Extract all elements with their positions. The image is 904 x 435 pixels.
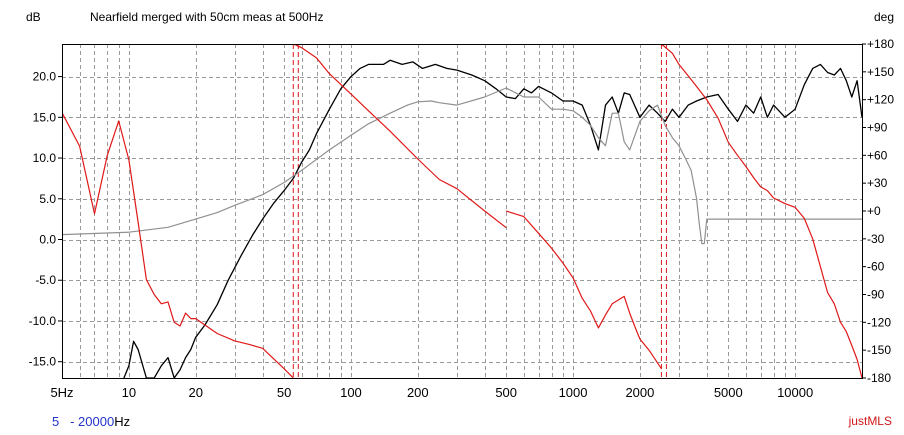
left-axis-unit: dB [26, 10, 41, 24]
y2-tick-label: -180 [867, 371, 891, 385]
range-separator: - [70, 414, 79, 429]
y-tick-label: -5.0 [35, 273, 56, 287]
y2-tick-label: +150 [867, 65, 894, 79]
y2-tick-label: +180 [867, 37, 894, 51]
y-tick-label: 0.0 [39, 233, 56, 247]
x-tick-label: 100 [340, 385, 362, 400]
series-line-5 [506, 210, 662, 370]
x-tick-label: 50 [277, 385, 291, 400]
y-tick-label: 15.0 [33, 110, 57, 124]
y-tick-label: -15.0 [29, 355, 57, 369]
y2-tick-label: +60 [867, 148, 888, 162]
range-unit: Hz [114, 414, 131, 429]
series-line-6 [661, 44, 862, 378]
x-tick-label: 10000 [777, 385, 813, 400]
x-tick-label: 1000 [559, 385, 588, 400]
range-start: 5 [52, 414, 60, 429]
series-line-1 [123, 59, 862, 378]
x-tick-label: 200 [407, 385, 429, 400]
x-tick-label: 10 [122, 385, 136, 400]
x-tick-label: 2000 [625, 385, 654, 400]
series-line-4 [293, 44, 507, 229]
y-tick-label: 5.0 [39, 192, 56, 206]
y-tick-label: -10.0 [29, 314, 57, 328]
chart-title: Nearfield merged with 50cm meas at 500Hz [90, 10, 324, 24]
y2-tick-label: -60 [867, 260, 885, 274]
y2-tick-label: -90 [867, 288, 885, 302]
x-tick-label: 500 [495, 385, 517, 400]
x-tick-label: 5Hz [50, 385, 73, 400]
brand-label: justMLS [848, 414, 892, 428]
y2-tick-label: -30 [867, 232, 885, 246]
y2-tick-label: +90 [867, 121, 888, 135]
range-end: 20000 [78, 414, 115, 429]
frequency-range: 5 - 20000Hz [52, 414, 130, 429]
y2-tick-label: -150 [867, 343, 891, 357]
series-line-2 [62, 87, 862, 245]
x-tick-label: 5000 [714, 385, 743, 400]
x-tick-label: 20 [188, 385, 202, 400]
y2-tick-label: +0 [867, 204, 881, 218]
y-tick-label: 10.0 [33, 151, 57, 165]
y2-tick-label: +30 [867, 176, 888, 190]
y2-tick-label: -120 [867, 315, 891, 329]
y2-tick-label: +120 [867, 93, 894, 107]
right-axis-unit: deg [873, 10, 894, 24]
y-tick-label: 20.0 [33, 70, 57, 84]
series-line-3 [62, 112, 294, 378]
plot-frame [62, 44, 863, 379]
